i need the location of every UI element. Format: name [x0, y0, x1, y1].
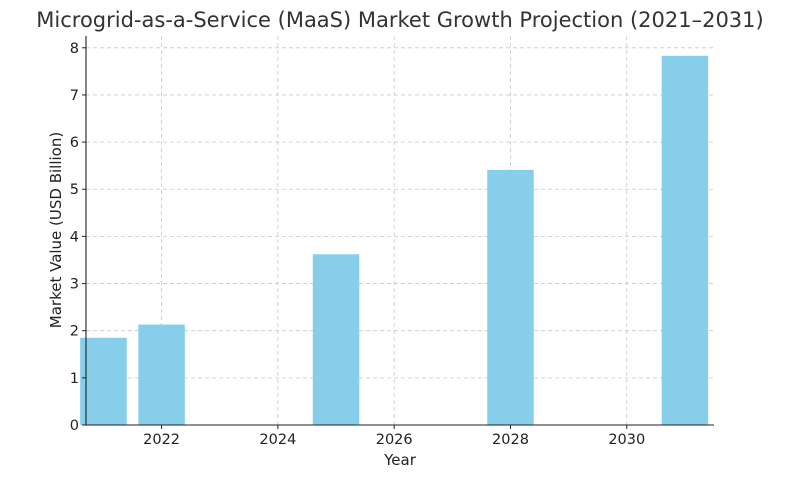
- bar-2021: [80, 337, 127, 425]
- x-tick-label: 2024: [259, 432, 296, 448]
- axes: [82, 36, 714, 429]
- bar-2031: [661, 55, 709, 425]
- y-tick-label: 3: [70, 277, 79, 293]
- bar-2028: [487, 169, 534, 425]
- x-tick-label: 2030: [608, 432, 645, 448]
- bar-2025: [312, 254, 360, 425]
- bars: [80, 55, 709, 425]
- y-axis-label: Market Value (USD Billion): [47, 132, 65, 328]
- chart-title: Microgrid-as-a-Service (MaaS) Market Gro…: [36, 8, 763, 32]
- x-axis-label: Year: [383, 451, 417, 469]
- y-tick-label: 5: [70, 182, 79, 198]
- y-tick-label: 4: [70, 229, 79, 245]
- y-tick-label: 1: [70, 371, 79, 387]
- bar-2022: [138, 324, 185, 425]
- x-tick-label: 2022: [143, 432, 180, 448]
- y-tick-label: 7: [70, 88, 79, 104]
- tick-labels: 2022 2024 2026 2028 2030 0 1 2 3 4 5 6 7 8: [70, 41, 645, 448]
- y-tick-label: 0: [70, 418, 79, 434]
- y-tick-label: 6: [70, 135, 79, 151]
- x-tick-label: 2028: [492, 432, 529, 448]
- y-tick-label: 8: [70, 41, 79, 57]
- x-tick-label: 2026: [376, 432, 413, 448]
- y-tick-label: 2: [70, 324, 79, 340]
